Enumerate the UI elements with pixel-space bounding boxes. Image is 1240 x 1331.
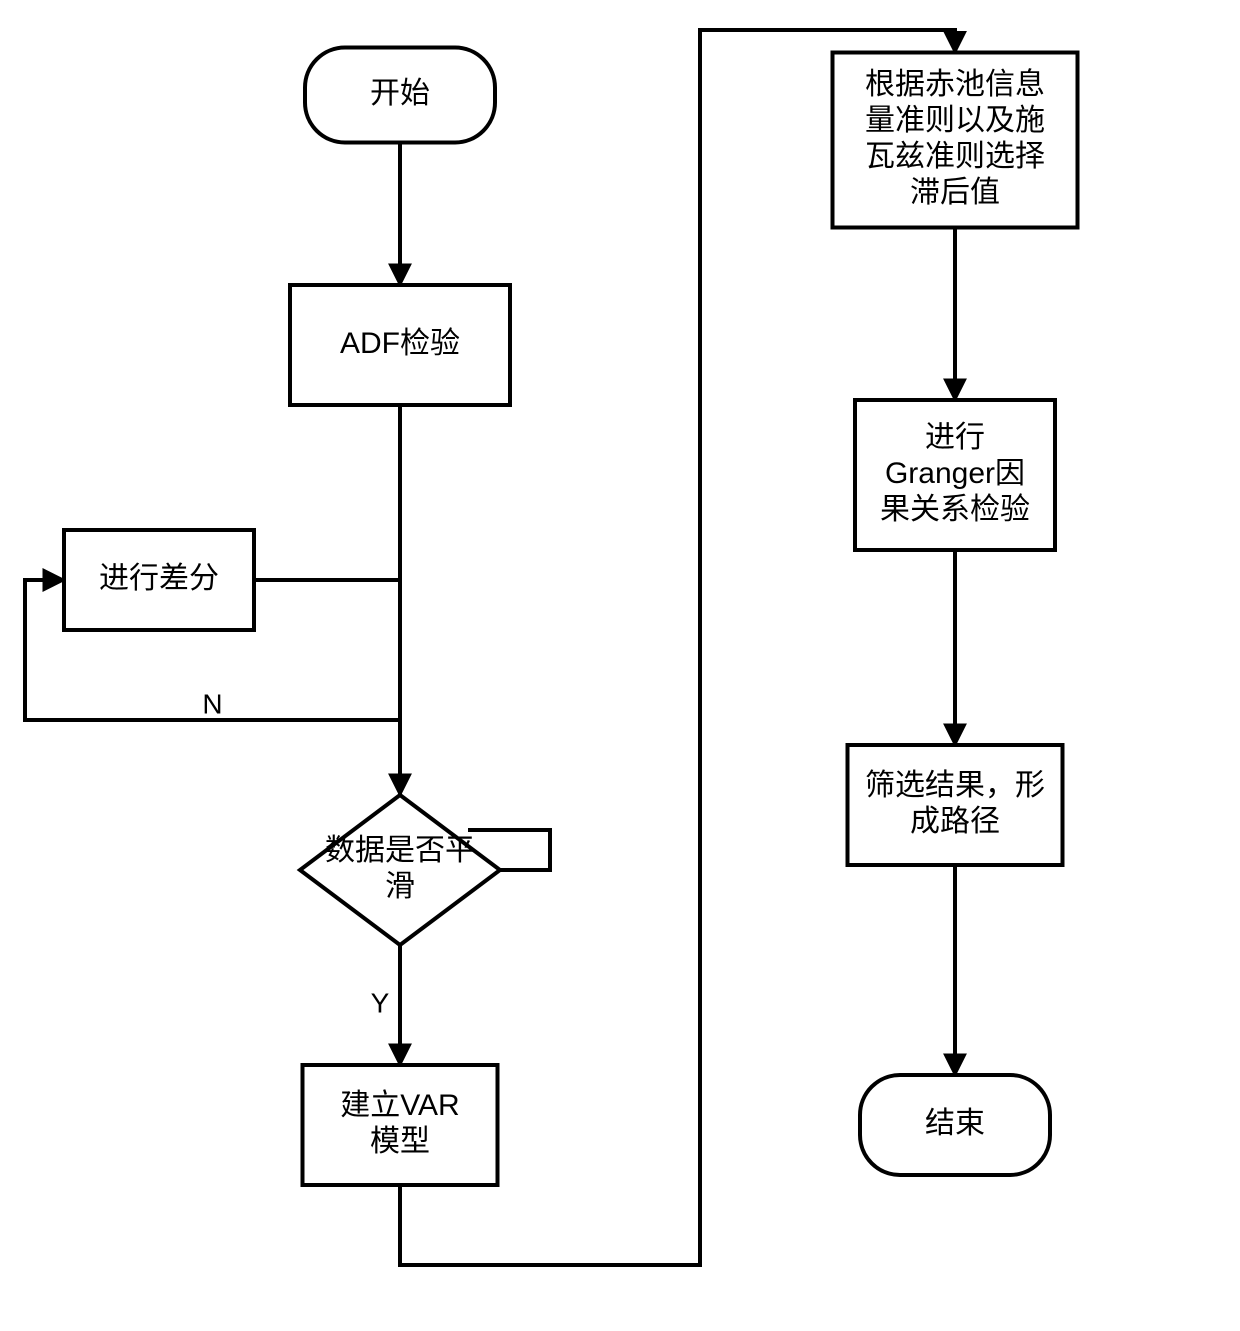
node-filter: 筛选结果，形成路径 <box>848 745 1063 865</box>
node-diff-text-0: 进行差分 <box>99 562 219 595</box>
node-granger-text-0: 进行 <box>925 421 985 454</box>
node-var-text-0: 建立VAR <box>340 1089 459 1122</box>
node-var: 建立VAR模型 <box>303 1065 498 1185</box>
node-start-text-0: 开始 <box>370 77 430 110</box>
node-diff: 进行差分 <box>64 530 254 630</box>
node-smooth-text-0: 数据是否平 <box>325 834 475 867</box>
node-start: 开始 <box>305 48 495 143</box>
node-var-text-1: 模型 <box>370 1125 430 1158</box>
node-lag-text-3: 滞后值 <box>910 176 1000 209</box>
edge-label-smooth-var: Y <box>371 987 390 1018</box>
node-lag-text-1: 量准则以及施 <box>865 104 1045 137</box>
node-end-text-0: 结束 <box>925 1107 985 1140</box>
nodes-layer: 开始 ADF检验进行差分数据是否平滑建立VAR模型 根据赤池信息量准则以及施瓦兹准则… <box>64 48 1078 1186</box>
node-smooth: 数据是否平滑 <box>300 795 500 945</box>
edge-label-N: N <box>202 688 222 719</box>
node-granger-text-1: Granger因 <box>885 457 1025 490</box>
node-end: 结束 <box>860 1075 1050 1175</box>
node-smooth-text-1: 滑 <box>385 870 415 903</box>
node-lag: 根据赤池信息量准则以及施瓦兹准则选择滞后值 <box>833 53 1078 228</box>
node-adf: ADF检验 <box>290 285 510 405</box>
node-lag-text-0: 根据赤池信息 <box>865 68 1045 101</box>
node-filter-text-0: 筛选结果，形 <box>865 769 1045 802</box>
node-granger: 进行Granger因果关系检验 <box>855 400 1055 550</box>
node-adf-text-0: ADF检验 <box>340 327 460 360</box>
node-filter-text-1: 成路径 <box>910 805 1000 838</box>
node-lag-text-2: 瓦兹准则选择 <box>865 140 1045 173</box>
node-granger-text-2: 果关系检验 <box>880 493 1030 526</box>
